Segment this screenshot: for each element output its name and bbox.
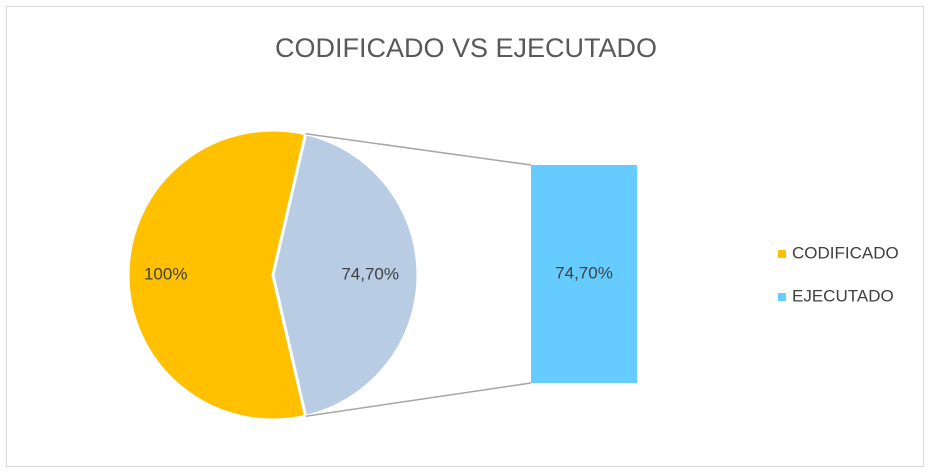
data-label: 74,70% — [555, 263, 613, 282]
legend-label: EJECUTADO — [792, 286, 894, 305]
connector-line — [305, 132, 532, 166]
connector-line — [305, 382, 532, 418]
legend-swatch — [778, 250, 786, 258]
legend-swatch — [778, 293, 786, 301]
data-label: 74,70% — [341, 264, 399, 283]
pie-slice — [126, 128, 308, 422]
bar — [531, 165, 637, 383]
chart-title: CODIFICADO VS EJECUTADO — [275, 33, 657, 63]
legend-label: CODIFICADO — [792, 243, 899, 262]
data-label: 100% — [144, 264, 187, 283]
pie-slice — [271, 131, 420, 419]
